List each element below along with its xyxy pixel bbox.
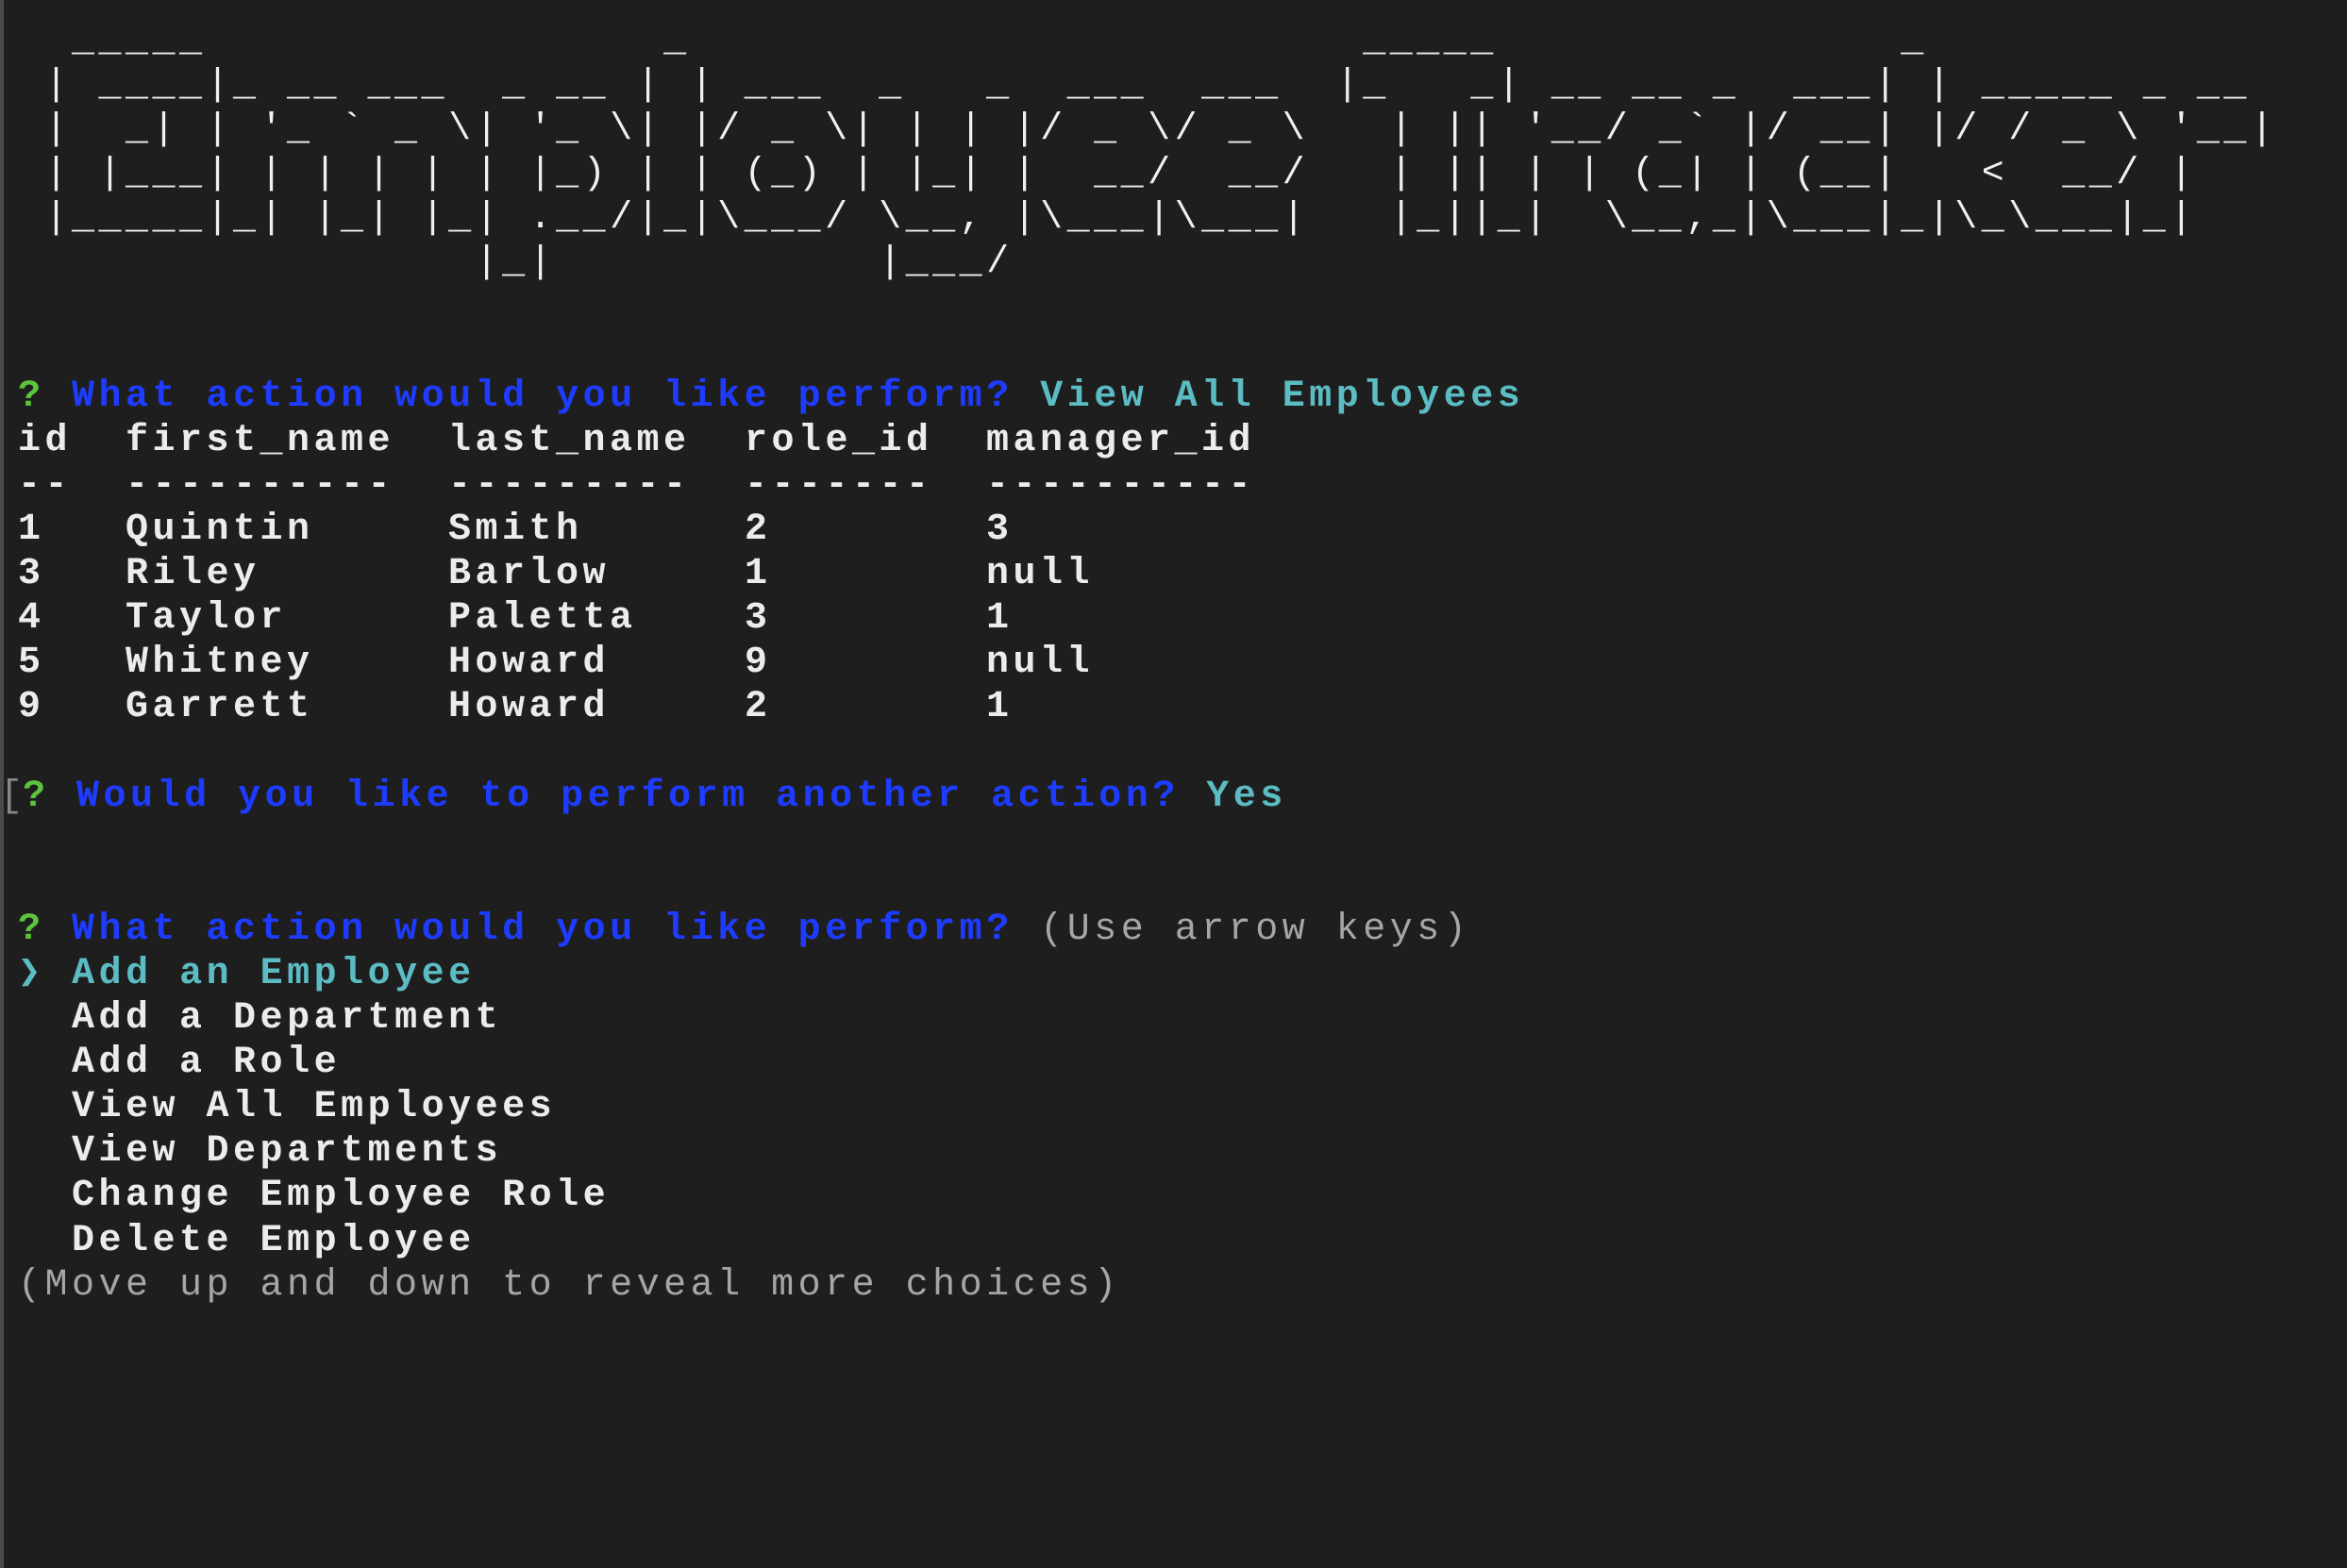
table-row: 1 Quintin Smith 2 3 <box>18 508 2347 552</box>
menu-item-label: View All Employees <box>72 1086 557 1129</box>
header-manager-id: manager_id <box>986 419 1256 462</box>
cell-last-name: Howard <box>448 686 611 729</box>
cell-id: 5 <box>18 642 45 685</box>
prompt-action-active: ? What action would you like perform? (U… <box>18 908 2347 952</box>
menu-item[interactable]: View All Employees <box>18 1085 2347 1129</box>
cell-manager-id: 3 <box>986 509 1014 552</box>
cell-role-id: 9 <box>745 642 772 685</box>
pointer-spacer <box>18 1130 45 1173</box>
employee-table: id first_name last_name role_id manager_id -… <box>18 419 2347 730</box>
menu-item-label: Change Employee Role <box>72 1175 611 1218</box>
prompt-action-answered: ? What action would you like perform? Vi… <box>18 375 2347 419</box>
separator: -- <box>18 463 73 507</box>
table-separator: -- ---------- --------- ------- ---------- <box>18 463 2347 508</box>
cell-id: 1 <box>18 509 45 552</box>
pointer-spacer <box>18 1175 45 1217</box>
banner-line: | |___| | | | | | |_) | | (_) | |_| | __… <box>18 153 2197 196</box>
cell-last-name: Howard <box>448 642 611 685</box>
separator: --------- <box>448 463 691 507</box>
cell-role-id: 3 <box>745 597 772 641</box>
cell-last-name: Barlow <box>448 553 611 596</box>
menu-item[interactable]: View Departments <box>18 1129 2347 1174</box>
menu-item[interactable]: Add a Department <box>18 996 2347 1041</box>
menu-item-label: Add a Role <box>72 1042 342 1085</box>
table-row: 3 Riley Barlow 1 null <box>18 552 2347 596</box>
cell-id: 3 <box>18 553 45 596</box>
header-first-name: first_name <box>126 419 395 462</box>
cell-first-name: Quintin <box>126 509 314 552</box>
pointer-spacer <box>18 1220 45 1262</box>
menu-item-label: Add an Employee <box>72 952 476 995</box>
menu-item[interactable]: Add a Role <box>18 1041 2347 1085</box>
table-header: id first_name last_name role_id manager_id <box>18 419 2347 463</box>
banner-line: | _| | '_ ` _ \| '_ \| |/ _ \| | | |/ _ … <box>18 108 2278 152</box>
header-id: id <box>18 419 73 462</box>
ascii-banner: _____ _ _____ _ | ____|_ __ ___ _ __ | |… <box>18 19 2347 286</box>
pointer-spacer <box>18 1086 45 1128</box>
pointer-spacer <box>18 997 45 1040</box>
prompt-mark: ? <box>23 775 50 818</box>
separator: ---------- <box>126 463 395 507</box>
terminal[interactable]: _____ _ _____ _ | ____|_ __ ___ _ __ | |… <box>0 19 2347 1568</box>
table-row: 4 Taylor Paletta 3 1 <box>18 596 2347 641</box>
header-role-id: role_id <box>745 419 933 462</box>
menu-item-label: Add a Department <box>72 997 503 1041</box>
cell-id: 4 <box>18 597 45 641</box>
cell-role-id: 1 <box>745 553 772 596</box>
banner-line: |_____|_| |_| |_| .__/|_|\___/ \__, |\__… <box>18 197 2197 241</box>
table-row: 9 Garrett Howard 2 1 <box>18 685 2347 729</box>
prompt-another-action: [? Would you like to perform another act… <box>0 775 2347 819</box>
cell-manager-id: 1 <box>986 597 1014 641</box>
window-border <box>0 0 4 1568</box>
prompt-hint: (Use arrow keys) <box>1040 908 1471 951</box>
cell-first-name: Riley <box>126 553 260 596</box>
cell-id: 9 <box>18 686 45 729</box>
cell-manager-id: null <box>986 642 1095 685</box>
separator: ---------- <box>986 463 1256 507</box>
menu-item[interactable]: Change Employee Role <box>18 1174 2347 1218</box>
prompt-answer: View All Employees <box>1040 375 1525 418</box>
banner-line: |_| |___/ <box>18 242 1014 285</box>
cell-manager-id: null <box>986 553 1095 596</box>
cell-manager-id: 1 <box>986 686 1014 729</box>
pointer-icon: ❯ <box>18 952 45 995</box>
bracket: [ <box>0 775 24 818</box>
header-last-name: last_name <box>448 419 691 462</box>
pointer-spacer <box>18 1042 45 1084</box>
prompt-question: Would you like to perform another action… <box>76 775 1180 818</box>
cell-role-id: 2 <box>745 509 772 552</box>
cell-first-name: Taylor <box>126 597 288 641</box>
separator: ------- <box>745 463 933 507</box>
prompt-question: What action would you like perform? <box>72 375 1014 418</box>
banner-line: _____ _ _____ _ <box>18 20 1928 62</box>
prompt-mark: ? <box>18 375 45 418</box>
table-row: 5 Whitney Howard 9 null <box>18 641 2347 685</box>
banner-line: | ____|_ __ ___ _ __ | | ___ _ _ ___ ___… <box>18 64 2251 108</box>
prompt-question: What action would you like perform? <box>72 908 1014 951</box>
menu-footer-hint: (Move up and down to reveal more choices… <box>18 1263 1121 1307</box>
cell-last-name: Smith <box>448 509 583 552</box>
cell-first-name: Whitney <box>126 642 314 685</box>
action-menu[interactable]: ❯ Add an Employee Add a Department Add a… <box>18 952 2347 1263</box>
prompt-answer: Yes <box>1206 775 1287 818</box>
cell-first-name: Garrett <box>126 686 314 729</box>
menu-item[interactable]: Delete Employee <box>18 1219 2347 1263</box>
prompt-mark: ? <box>18 908 45 951</box>
menu-item[interactable]: ❯ Add an Employee <box>18 952 2347 996</box>
menu-item-label: Delete Employee <box>72 1219 476 1262</box>
cell-role-id: 2 <box>745 686 772 729</box>
menu-item-label: View Departments <box>72 1130 503 1174</box>
cell-last-name: Paletta <box>448 597 637 641</box>
